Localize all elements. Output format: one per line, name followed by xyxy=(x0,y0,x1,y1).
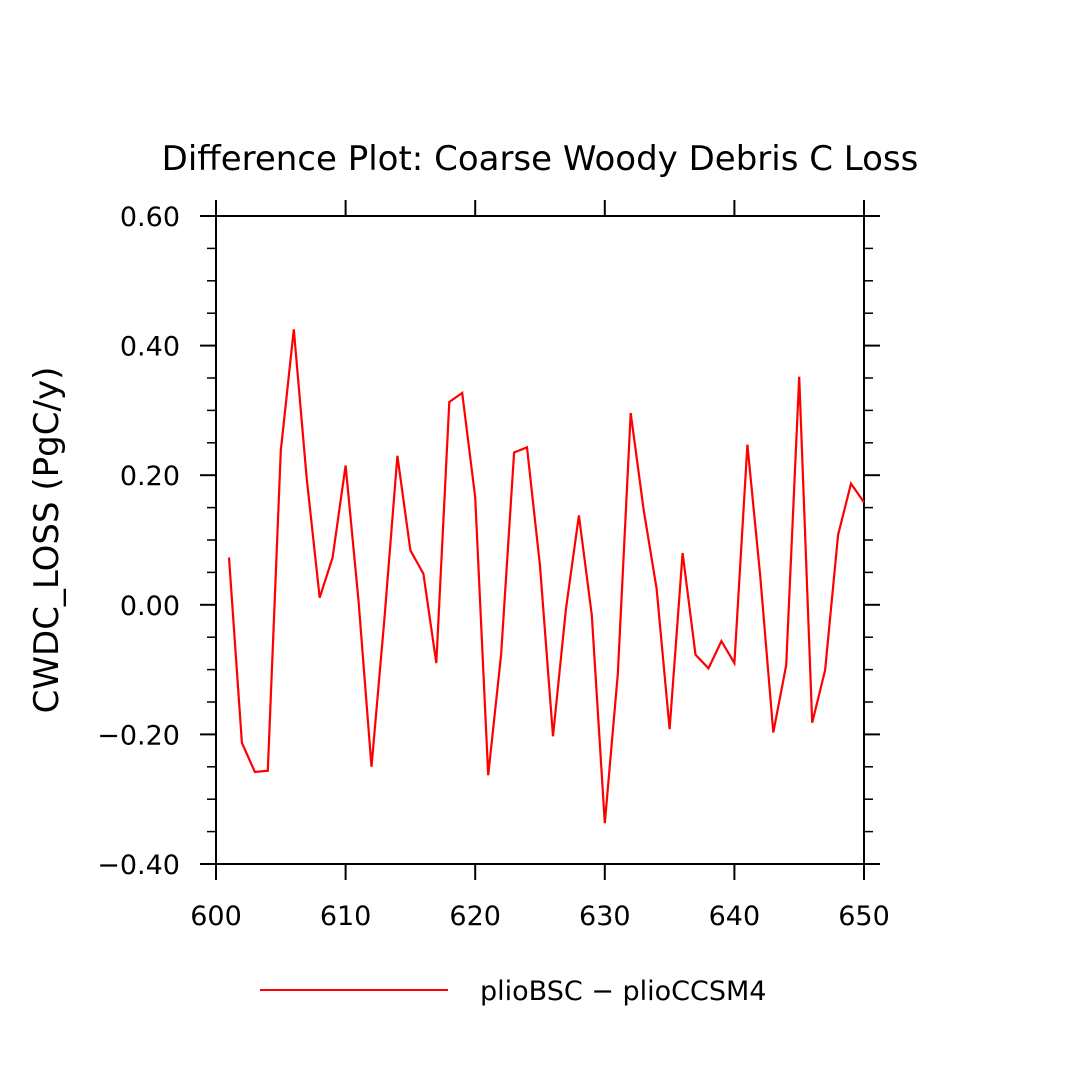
x-tick-label: 650 xyxy=(838,901,890,932)
x-tick-label: 630 xyxy=(579,901,631,932)
axis-ticks xyxy=(200,200,880,880)
x-tick-label: 640 xyxy=(709,901,761,932)
axis-tick-labels: 600 610 620 630 640 650 −0.40 −0.20 0.00 0.20 0.40… xyxy=(97,202,890,932)
series-group xyxy=(227,329,865,824)
y-tick-label: −0.20 xyxy=(97,720,180,751)
x-tick-label: 600 xyxy=(190,901,242,932)
y-tick-label: 0.00 xyxy=(120,591,180,622)
y-tick-label: 0.40 xyxy=(120,332,180,363)
chart-title: Difference Plot: Coarse Woody Debris C L… xyxy=(162,139,919,179)
y-tick-label: 0.20 xyxy=(120,461,180,492)
legend-label: plioBSC − plioCCSM4 xyxy=(480,976,766,1007)
y-axis-label: CWDC_LOSS (PgC/y) xyxy=(27,367,67,714)
y-tick-label: −0.40 xyxy=(97,850,180,881)
x-tick-label: 610 xyxy=(320,901,372,932)
legend: plioBSC − plioCCSM4 xyxy=(260,976,766,1007)
series-line xyxy=(227,329,865,824)
x-tick-label: 620 xyxy=(449,901,501,932)
y-tick-label: 0.60 xyxy=(120,202,180,233)
